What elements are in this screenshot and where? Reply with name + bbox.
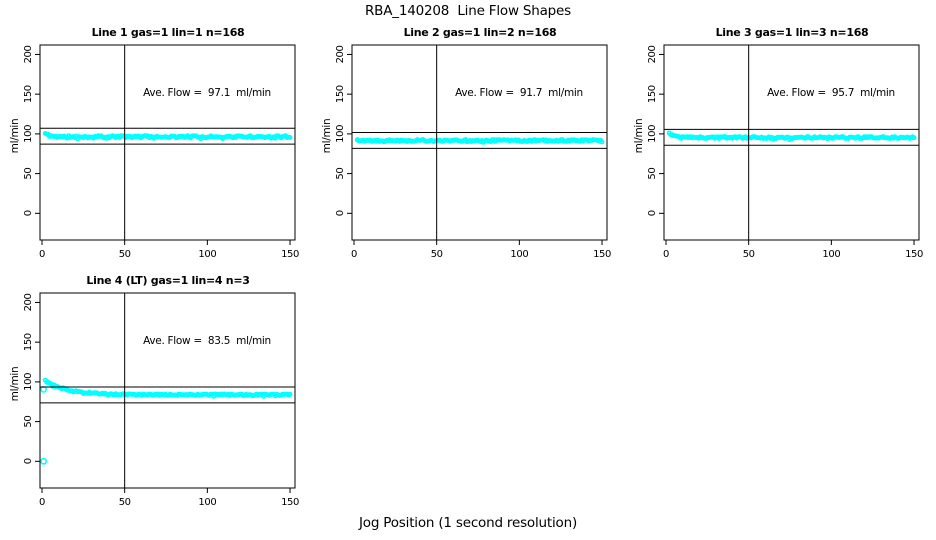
panel-4-ave-flow-annotation: Ave. Flow = 83.5 ml/min	[143, 335, 271, 347]
plot-box	[39, 44, 296, 241]
plot-box	[351, 44, 608, 241]
panel-2-ave-flow-annotation: Ave. Flow = 91.7 ml/min	[455, 87, 583, 99]
panel-3-data-points	[666, 130, 917, 143]
y-tick-label: 100	[335, 125, 346, 143]
panel-4-outlier-point	[40, 457, 47, 465]
y-tick-label: 50	[23, 168, 34, 180]
y-tick-label: 0	[335, 210, 346, 216]
x-tick-label: 100	[198, 249, 216, 260]
panel-3-axes	[659, 44, 920, 245]
y-tick-label: 50	[647, 168, 658, 180]
chart-title: RBA_140208 Line Flow Shapes	[365, 3, 571, 19]
panel-4-title: Line 4 (LT) gas=1 lin=4 n=3	[86, 274, 250, 287]
y-tick-label: 50	[23, 416, 34, 428]
panel-1-plot: 0 50 100 150 0 50 100 150 200	[23, 44, 299, 260]
plot-box	[39, 292, 296, 489]
x-tick-label: 150	[281, 497, 299, 508]
panel-2-axes	[347, 44, 608, 245]
y-tick-label: 150	[335, 85, 346, 103]
y-tick-label: 150	[23, 85, 34, 103]
x-tick-label: 0	[39, 497, 45, 508]
y-tick-label: 0	[23, 458, 34, 464]
panel-4-y-axis-label: ml/min	[9, 366, 21, 402]
panel-4-data-points	[40, 377, 293, 465]
panel-3-title: Line 3 gas=1 lin=3 n=168	[715, 26, 869, 39]
x-tick-label: 50	[431, 249, 443, 260]
panel-2-plot: 0 50 100 150 0 50 100 150 200	[335, 44, 611, 260]
x-tick-label: 100	[510, 249, 528, 260]
panel-3-y-axis-label: ml/min	[633, 118, 645, 154]
x-tick-label: 0	[663, 249, 669, 260]
y-tick-label: 100	[23, 125, 34, 143]
x-tick-label: 0	[39, 249, 45, 260]
panel-1-y-axis-label: ml/min	[9, 118, 21, 154]
panel-2-title: Line 2 gas=1 lin=2 n=168	[403, 26, 557, 39]
plot-box	[663, 44, 920, 241]
x-tick-label: 0	[351, 249, 357, 260]
x-tick-label: 50	[119, 497, 131, 508]
x-tick-label: 150	[281, 249, 299, 260]
panel-2-y-axis-label: ml/min	[321, 118, 333, 154]
panel-3-plot: 0 50 100 150 0 50 100 150 200	[647, 44, 923, 260]
panel-2-data-points	[354, 137, 605, 145]
panel-4-outlier-point	[40, 385, 47, 393]
panel-1-title: Line 1 gas=1 lin=1 n=168	[91, 26, 245, 39]
panel-1-ave-flow-annotation: Ave. Flow = 97.1 ml/min	[143, 87, 271, 99]
y-tick-label: 100	[647, 125, 658, 143]
panel-4-axes	[35, 292, 296, 493]
y-tick-label: 200	[23, 293, 34, 311]
x-tick-label: 150	[905, 249, 923, 260]
y-tick-label: 150	[647, 85, 658, 103]
panel-3-ave-flow-annotation: Ave. Flow = 95.7 ml/min	[767, 87, 895, 99]
x-tick-label: 100	[198, 497, 216, 508]
x-axis-label: Jog Position (1 second resolution)	[358, 515, 578, 531]
panel-1-axes	[35, 44, 296, 245]
x-tick-label: 150	[593, 249, 611, 260]
x-tick-label: 100	[822, 249, 840, 260]
y-tick-label: 100	[23, 373, 34, 391]
y-tick-label: 150	[23, 333, 34, 351]
y-tick-label: 0	[23, 210, 34, 216]
y-tick-label: 0	[647, 210, 658, 216]
y-tick-label: 200	[647, 45, 658, 63]
panel-1-data-points	[42, 131, 293, 142]
y-tick-label: 200	[23, 45, 34, 63]
x-tick-label: 50	[743, 249, 755, 260]
y-tick-label: 200	[335, 45, 346, 63]
y-tick-label: 50	[335, 168, 346, 180]
x-tick-label: 50	[119, 249, 131, 260]
panel-4-plot: 0 50 100 150 0 50 100 150 200	[23, 292, 299, 508]
